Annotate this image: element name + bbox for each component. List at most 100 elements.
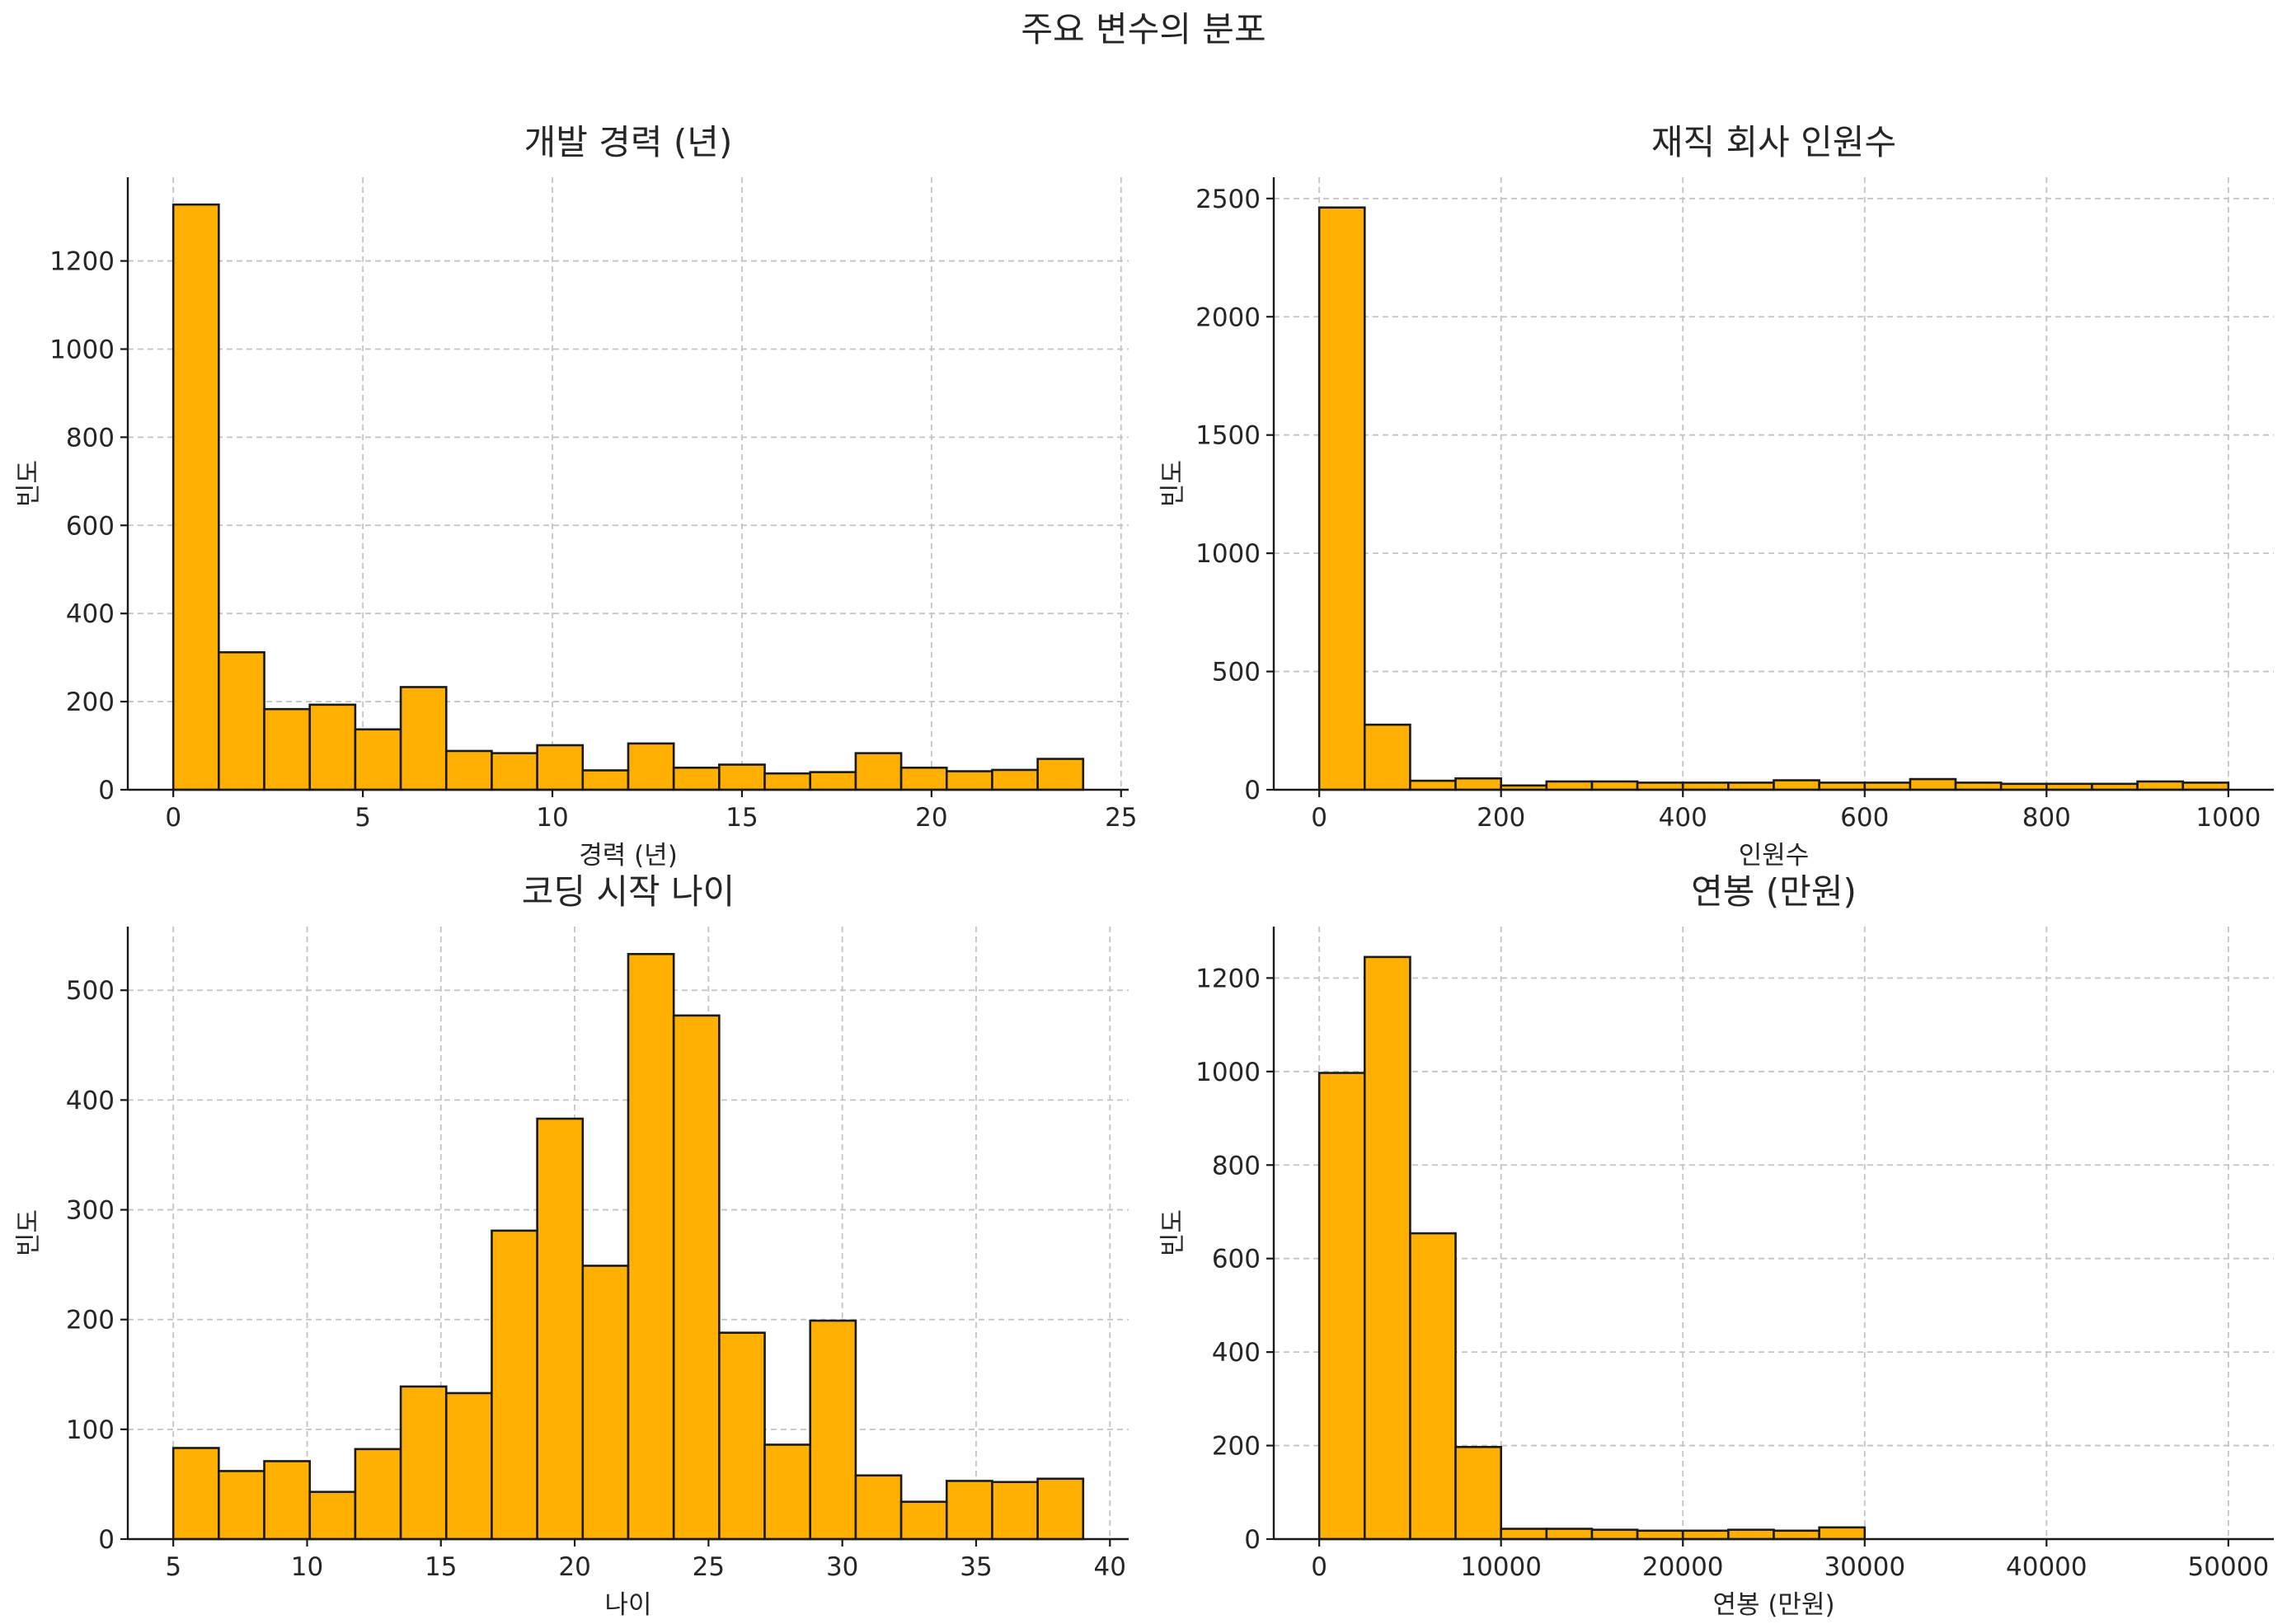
career-xtick-label: 15: [726, 803, 758, 833]
company-size-ytick-label: 0: [1244, 776, 1261, 805]
start-age-bar: [899, 1500, 948, 1541]
start-age-ytick-label: 100: [66, 1415, 115, 1445]
company-size-bar: [1636, 781, 1684, 791]
start-age-xtick-label: 5: [165, 1552, 181, 1582]
company-size-bar: [2136, 780, 2185, 791]
start-age-xtick-label: 25: [693, 1552, 725, 1582]
company-size-ylabel: 빈도: [1158, 460, 1188, 507]
company-size-xtick-label: 600: [1840, 803, 1889, 833]
start-age-bar: [536, 1117, 585, 1541]
company-size-bar: [1909, 777, 1957, 791]
salary-title: 연봉 (만원): [1691, 871, 1857, 912]
start-age-ylabel: 빈도: [14, 1209, 44, 1256]
career-ylabel: 빈도: [14, 460, 44, 507]
career-bar: [491, 752, 538, 791]
start-age-ytick-label: 500: [66, 976, 115, 1006]
career-bar: [991, 768, 1039, 791]
salary-xtick-label: 10000: [1460, 1552, 1542, 1582]
salary-xtick-label: 0: [1311, 1552, 1327, 1582]
start-age-bar: [491, 1229, 538, 1541]
company-size-xlabel: 인원수: [1739, 841, 1810, 871]
career-bar: [581, 769, 630, 791]
company-size-xtick-label: 1000: [2195, 803, 2261, 833]
panel-salary: 0 10000 20000 30000 40000 50000 0 200 400 600 800 1…: [1158, 871, 2274, 1620]
salary-bar: [1363, 955, 1411, 1541]
company-size-xtick-label: 400: [1659, 803, 1707, 833]
career-title: 개발 경력 (년): [524, 122, 733, 162]
career-bar: [854, 752, 903, 791]
company-size-xtick-label: 0: [1311, 803, 1327, 833]
figure-title: 주요 변수의 분포: [1021, 9, 1266, 49]
start-age-ytick-label: 0: [98, 1525, 115, 1555]
start-age-bar: [308, 1490, 357, 1541]
salary-bar: [1681, 1529, 1730, 1541]
career-xtick-label: 10: [536, 803, 568, 833]
career-xtick-label: 5: [355, 803, 371, 833]
career-bar: [945, 770, 993, 791]
career-bar: [218, 650, 265, 791]
start-age-xtick-label: 15: [425, 1552, 457, 1582]
salary-bar: [1317, 1072, 1366, 1541]
career-bar: [354, 728, 402, 791]
salary-bar: [1409, 1232, 1457, 1541]
career-bar: [718, 763, 766, 791]
company-size-ytick-label: 1000: [1195, 539, 1261, 569]
company-size-bar: [1363, 723, 1411, 791]
start-age-bar: [444, 1392, 493, 1541]
career-bar: [627, 742, 675, 791]
start-age-ytick-label: 300: [66, 1196, 115, 1226]
start-age-bar: [1036, 1477, 1085, 1541]
salary-ytick-label: 600: [1212, 1245, 1261, 1274]
salary-bar: [1773, 1529, 1820, 1541]
company-size-bar: [1773, 779, 1820, 791]
company-size-bar: [1590, 780, 1639, 791]
start-age-title: 코딩 시작 나이: [522, 871, 735, 912]
career-ytick-label: 200: [66, 688, 115, 717]
start-age-bar: [809, 1319, 857, 1541]
salary-ytick-label: 800: [1212, 1151, 1261, 1180]
salary-ylabel: 빈도: [1158, 1209, 1188, 1256]
salary-xtick-label: 30000: [1824, 1552, 1905, 1582]
start-age-bar: [218, 1470, 265, 1541]
company-size-ytick-label: 1500: [1195, 421, 1261, 451]
company-size-ytick-label: 500: [1212, 658, 1261, 688]
company-size-bar: [1954, 781, 2003, 791]
salary-bar: [1727, 1528, 1775, 1541]
start-age-bar: [171, 1447, 220, 1541]
career-ytick-label: 800: [66, 423, 115, 453]
salary-ytick-label: 1200: [1195, 964, 1261, 993]
salary-bar: [1590, 1528, 1639, 1541]
start-age-bar: [718, 1331, 766, 1541]
salary-xtick-label: 40000: [2006, 1552, 2087, 1582]
salary-bar: [1500, 1528, 1548, 1541]
start-age-xtick-label: 35: [960, 1552, 992, 1582]
salary-bar: [1636, 1529, 1684, 1541]
start-age-bar: [581, 1265, 630, 1541]
career-bar: [536, 744, 585, 791]
career-bar: [263, 707, 312, 791]
company-size-bar: [2181, 781, 2230, 791]
career-bar: [308, 703, 357, 791]
company-size-ytick-label: 2000: [1195, 303, 1261, 332]
salary-ytick-label: 1000: [1195, 1058, 1261, 1087]
career-bar: [444, 749, 493, 791]
company-size-ytick-label: 2500: [1195, 185, 1261, 214]
start-age-bar: [263, 1460, 312, 1541]
salary-ytick-label: 200: [1212, 1432, 1261, 1462]
career-bar: [899, 766, 948, 791]
salary-xtick-label: 50000: [2188, 1552, 2270, 1582]
start-age-bar: [854, 1474, 903, 1541]
company-size-bar: [1409, 779, 1457, 791]
start-age-ytick-label: 200: [66, 1306, 115, 1335]
start-age-ytick-label: 400: [66, 1086, 115, 1115]
company-size-title: 재직 회사 인원수: [1651, 122, 1896, 162]
panel-career-years: 0 5 10 15 20 25 0 200 400 600 800 1000 1200 개발 경력 (년)…: [14, 122, 1138, 871]
career-xtick-label: 25: [1105, 803, 1137, 833]
start-age-bar: [399, 1385, 448, 1541]
salary-bar: [1545, 1528, 1594, 1541]
start-age-bar: [991, 1481, 1039, 1541]
salary-xlabel: 연봉 (만원): [1712, 1590, 1834, 1620]
start-age-xtick-label: 40: [1094, 1552, 1126, 1582]
